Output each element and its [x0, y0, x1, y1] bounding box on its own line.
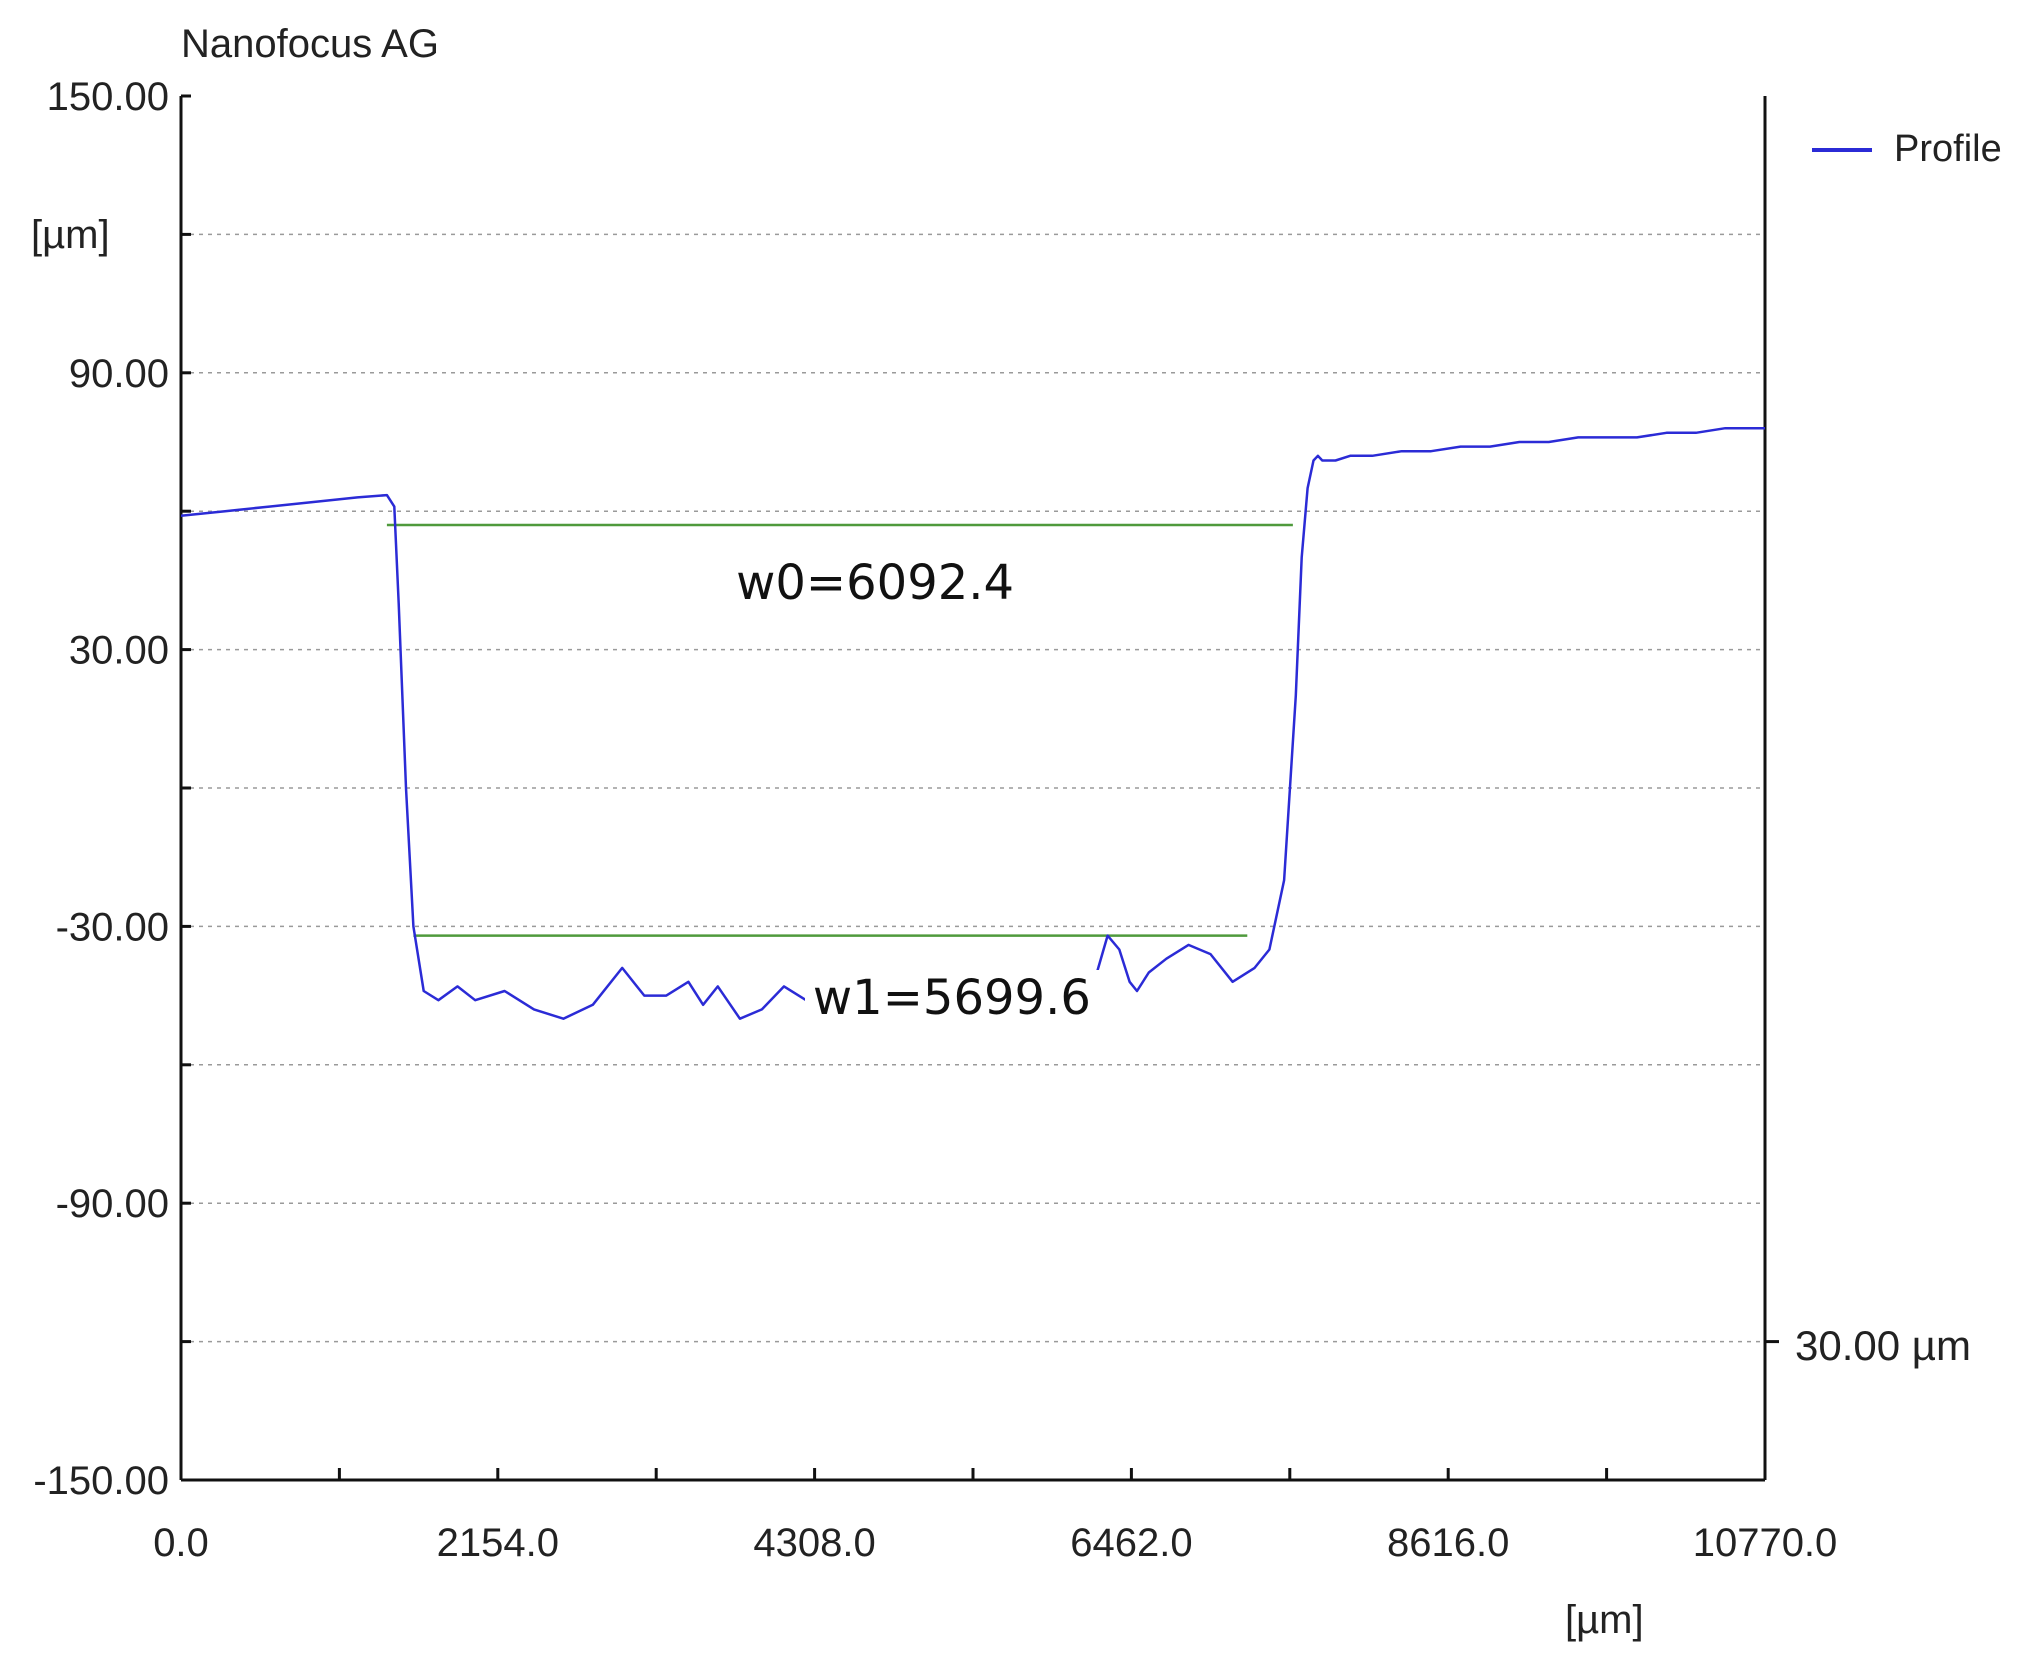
y-tick-label: -90.00	[56, 1182, 169, 1226]
y-tick-label: 90.00	[69, 352, 169, 396]
y-tick-label: 30.00	[69, 629, 169, 673]
annotation-w0-label: w0=6092.4	[728, 555, 1022, 611]
x-tick-label: 8616.0	[1387, 1521, 1509, 1565]
x-tick-label: 6462.0	[1070, 1521, 1192, 1565]
y-tick-label: -30.00	[56, 905, 169, 949]
annotation-w1-label: w1=5699.6	[805, 970, 1099, 1026]
y-tick-label: -150.00	[33, 1459, 169, 1503]
y-tick-label: 150.00	[47, 75, 169, 119]
x-tick-label: 10770.0	[1693, 1521, 1838, 1565]
series-line-profile	[181, 428, 1765, 1019]
x-tick-label: 4308.0	[753, 1521, 875, 1565]
x-tick-label: 0.0	[153, 1521, 209, 1565]
x-tick-label: 2154.0	[437, 1521, 559, 1565]
